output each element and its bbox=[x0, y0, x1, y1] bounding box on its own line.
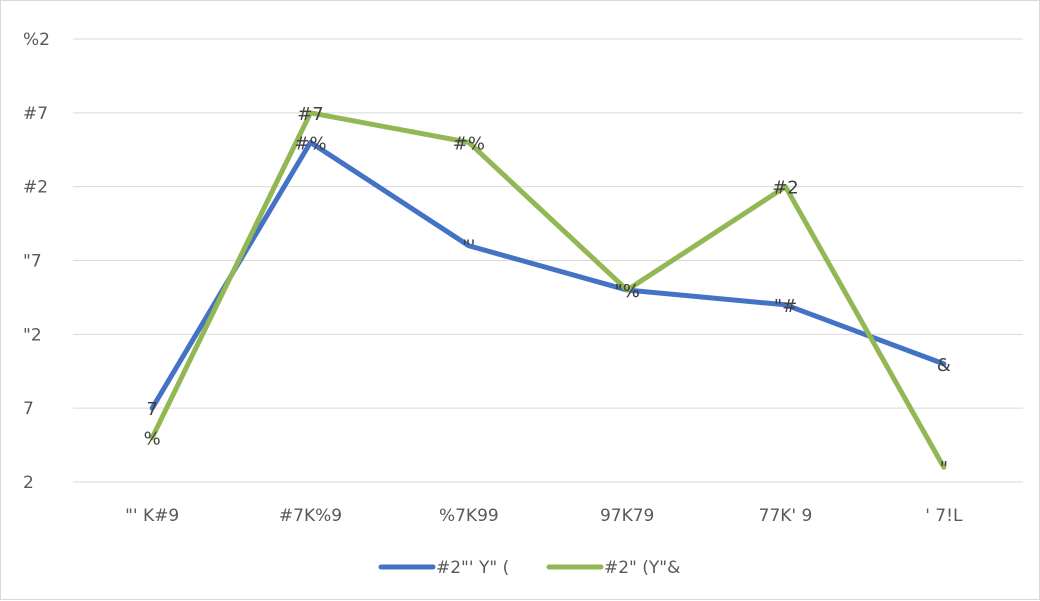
data-label: #7 bbox=[297, 104, 324, 125]
data-label: #% bbox=[453, 133, 485, 154]
y-axis-tick-labels: 2 7 "2 "7 #2 #7 %2 bbox=[23, 30, 50, 493]
data-label: % bbox=[144, 429, 161, 450]
data-label: 7 bbox=[146, 399, 157, 420]
x-tick-label: %7K99 bbox=[439, 506, 499, 526]
data-label: " bbox=[940, 458, 948, 479]
data-label: "' bbox=[462, 237, 475, 258]
y-tick-label: "7 bbox=[23, 252, 42, 272]
x-axis-tick-labels: "' K#9 #7K%9 %7K99 97K79 77K' 9 ' 7!L bbox=[125, 506, 963, 526]
y-tick-label: %2 bbox=[23, 30, 50, 50]
data-label: #% bbox=[294, 133, 326, 154]
gridlines bbox=[73, 39, 1023, 482]
series-line-2 bbox=[152, 113, 944, 467]
y-tick-label: #7 bbox=[23, 104, 48, 124]
data-label: "% bbox=[614, 281, 639, 302]
data-label: & bbox=[937, 355, 951, 376]
legend-label-1: #2"' Y" ( bbox=[436, 558, 509, 578]
y-tick-label: #2 bbox=[23, 178, 48, 198]
x-tick-label: 97K79 bbox=[600, 506, 654, 526]
x-tick-label: ' 7!L bbox=[925, 506, 963, 526]
legend: #2"' Y" ( #2" (Y"& bbox=[381, 558, 680, 578]
y-tick-label: "2 bbox=[23, 325, 42, 345]
x-tick-label: 77K' 9 bbox=[759, 506, 813, 526]
y-tick-label: 2 bbox=[23, 473, 34, 493]
x-tick-label: "' K#9 bbox=[125, 506, 179, 526]
x-tick-label: #7K%9 bbox=[279, 506, 342, 526]
data-labels: 7#%"'"%"#&%#7#%"%#2" bbox=[144, 104, 951, 479]
data-label: "# bbox=[774, 296, 797, 317]
data-label: #2 bbox=[772, 178, 799, 199]
series-lines bbox=[152, 113, 944, 468]
series-line-1 bbox=[152, 142, 944, 408]
legend-label-2: #2" (Y"& bbox=[604, 558, 680, 578]
y-tick-label: 7 bbox=[23, 399, 34, 419]
